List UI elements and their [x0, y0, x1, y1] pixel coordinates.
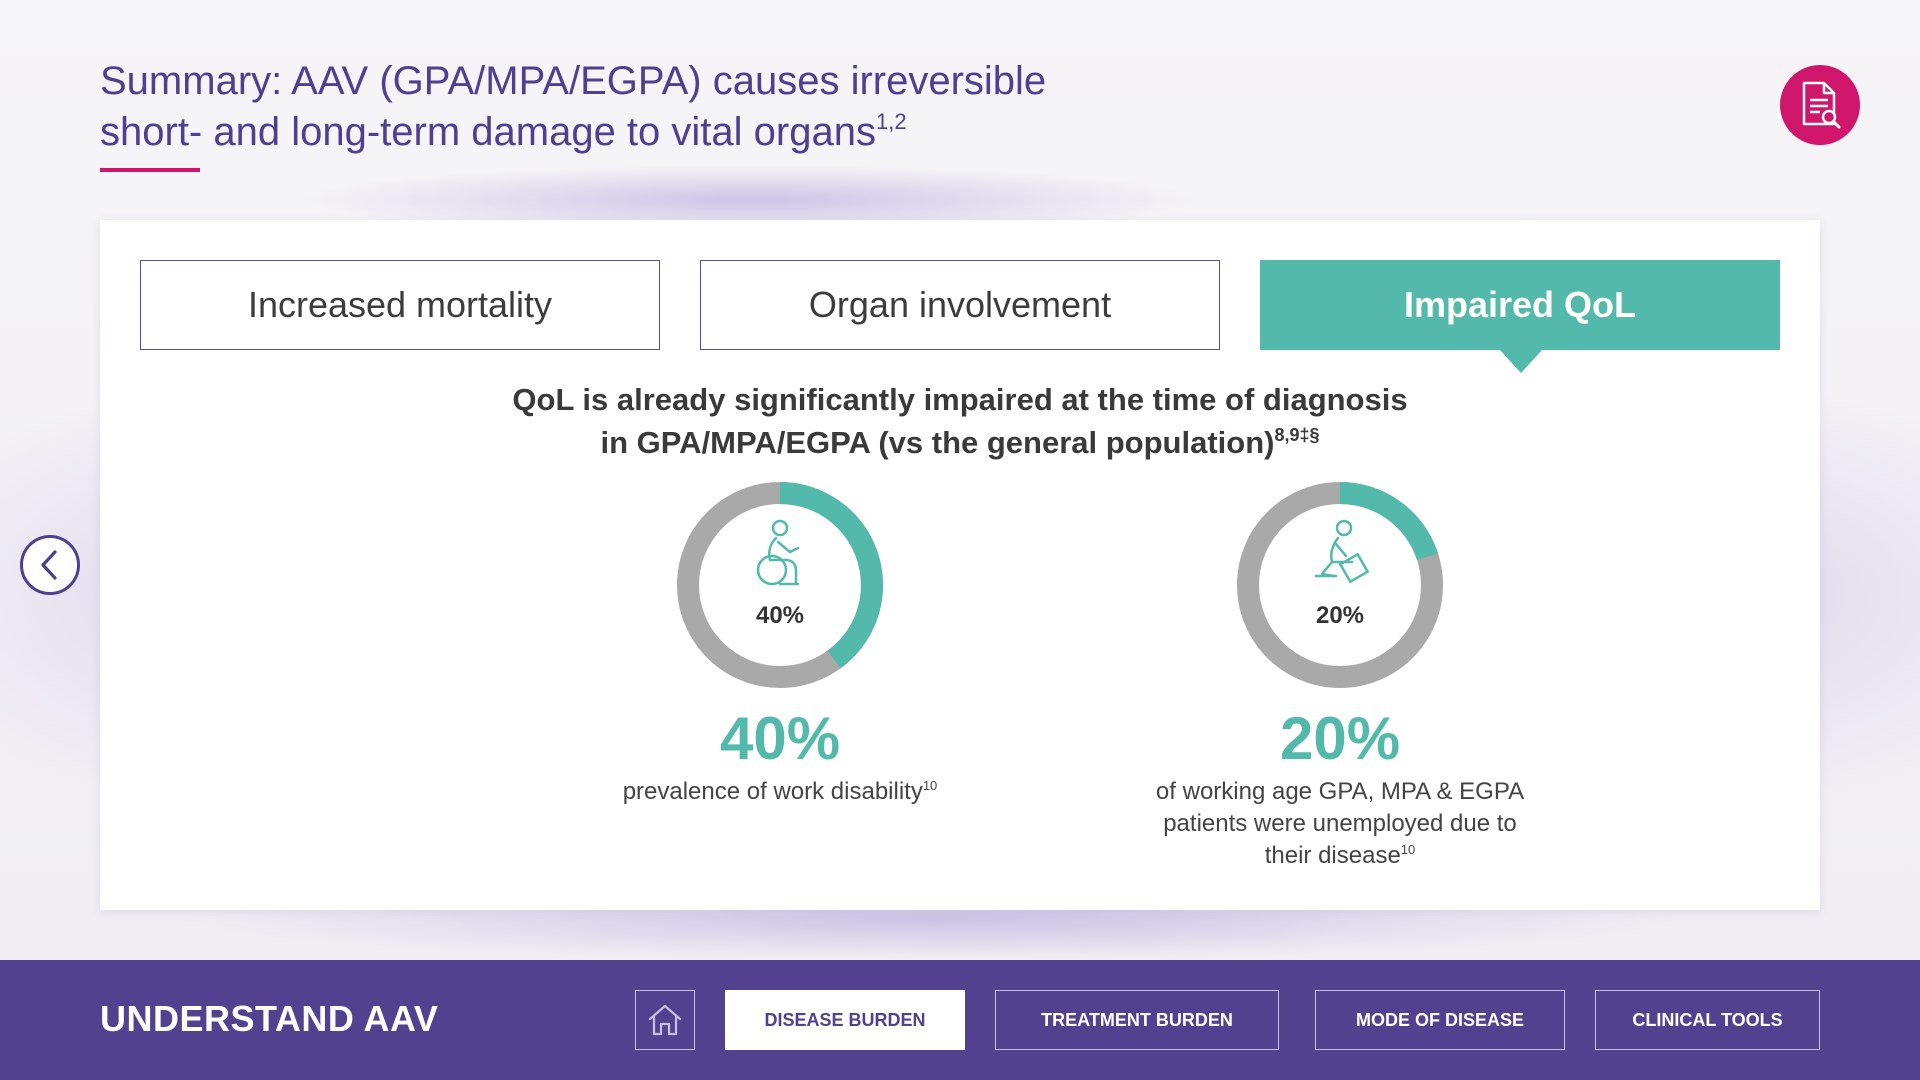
donut-value-label: 40%: [755, 602, 805, 629]
content-card: Increased mortality Organ involvement Im…: [100, 220, 1820, 910]
stat-work-disability: 40% 40% prevalence of work disability10: [560, 480, 1000, 808]
person-with-box-icon: [1314, 519, 1370, 584]
donut-value-label: 20%: [1315, 602, 1365, 629]
nav-clinical-tools[interactable]: CLINICAL TOOLS: [1595, 990, 1820, 1050]
title-line-2: short- and long-term damage to vital org…: [100, 110, 876, 154]
title-references: 1,2: [875, 109, 907, 134]
tab-organ-involvement[interactable]: Organ involvement: [700, 260, 1220, 350]
stat-value: 40%: [719, 705, 841, 772]
stat-value: 20%: [1279, 705, 1401, 772]
wheelchair-person-icon: [756, 519, 800, 586]
nav-disease-burden[interactable]: DISEASE BURDEN: [725, 990, 965, 1050]
nav-treatment-burden[interactable]: TREATMENT BURDEN: [995, 990, 1279, 1050]
nav-label: CLINICAL TOOLS: [1632, 1009, 1783, 1030]
donut-fill: [677, 482, 883, 688]
stat-description-line-2: patients were unemployed due to: [1163, 810, 1517, 837]
tab-label: Organ involvement: [808, 284, 1112, 325]
headline-line-1: QoL is already significantly impaired at…: [512, 382, 1408, 417]
stat-unemployment: 20% 20% of working age GPA, MPA & EGPA p…: [1120, 480, 1560, 872]
nav-mode-of-disease[interactable]: MODE OF DISEASE: [1315, 990, 1565, 1050]
section-headline: QoL is already significantly impaired at…: [400, 378, 1520, 464]
stat-reference: 10: [1400, 842, 1416, 857]
donut-chart: 20%: [1235, 480, 1445, 690]
page-title: Summary: AAV (GPA/MPA/EGPA) causes irrev…: [100, 56, 1200, 158]
stat-description: of working age GPA, MPA & EGPA patients …: [1130, 776, 1550, 872]
tab-impaired-qol[interactable]: Impaired QoL: [1260, 260, 1780, 373]
stat-reference: 10: [922, 778, 938, 793]
donut-ring: [677, 482, 883, 688]
donut-ring: [1237, 482, 1443, 688]
donut-fill: [1237, 482, 1443, 688]
title-underline: [100, 168, 200, 172]
footer-nav-bar: UNDERSTAND AAV DISEASE BURDEN TREATMENT …: [0, 960, 1920, 1080]
tab-label: Increased mortality: [247, 284, 553, 325]
stat-description-line-1: of working age GPA, MPA & EGPA: [1155, 778, 1525, 805]
title-line-1: Summary: AAV (GPA/MPA/EGPA) causes irrev…: [100, 59, 1047, 103]
tab-label: Impaired QoL: [1403, 284, 1637, 325]
home-icon: [648, 1004, 682, 1036]
home-button[interactable]: [635, 990, 695, 1050]
stat-description-line-3: their disease: [1264, 842, 1401, 869]
chevron-left-icon: [41, 550, 57, 580]
headline-references: 8,9‡§: [1274, 425, 1320, 445]
donut-chart: 40%: [675, 480, 885, 690]
tab-increased-mortality[interactable]: Increased mortality: [140, 260, 660, 350]
headline-line-2: in GPA/MPA/EGPA (vs the general populati…: [600, 425, 1275, 460]
stat-description-text: prevalence of work disability: [622, 778, 923, 805]
previous-slide-button[interactable]: [20, 535, 80, 595]
nav-label: MODE OF DISEASE: [1355, 1009, 1525, 1030]
section-title: UNDERSTAND AAV: [100, 998, 439, 1039]
document-search-icon: [1802, 81, 1841, 129]
references-document-button[interactable]: [1780, 65, 1860, 145]
nav-label: TREATMENT BURDEN: [1041, 1009, 1233, 1030]
nav-label: DISEASE BURDEN: [764, 1009, 926, 1030]
stat-description: prevalence of work disability10: [560, 776, 1000, 808]
